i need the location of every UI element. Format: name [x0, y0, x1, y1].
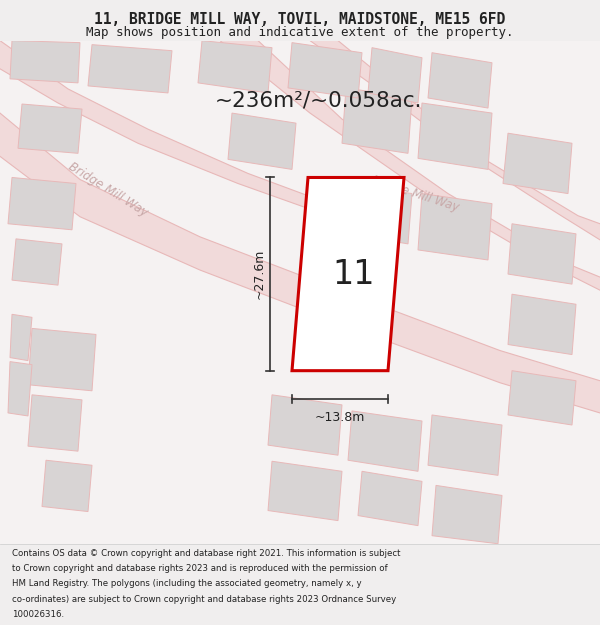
Polygon shape — [28, 328, 96, 391]
Polygon shape — [428, 52, 492, 108]
Polygon shape — [418, 103, 492, 169]
Polygon shape — [292, 177, 404, 371]
Text: ~236m²/~0.058ac.: ~236m²/~0.058ac. — [215, 91, 422, 111]
Text: to Crown copyright and database rights 2023 and is reproduced with the permissio: to Crown copyright and database rights 2… — [12, 564, 388, 574]
Polygon shape — [310, 41, 600, 240]
Polygon shape — [8, 362, 32, 416]
Polygon shape — [220, 41, 600, 290]
Polygon shape — [432, 486, 502, 544]
Polygon shape — [0, 113, 600, 413]
Text: 11: 11 — [333, 258, 375, 291]
Polygon shape — [342, 88, 412, 153]
Polygon shape — [28, 395, 82, 451]
Polygon shape — [348, 184, 412, 244]
Polygon shape — [10, 314, 32, 361]
Polygon shape — [42, 460, 92, 511]
Text: Map shows position and indicative extent of the property.: Map shows position and indicative extent… — [86, 26, 514, 39]
Polygon shape — [508, 294, 576, 354]
Polygon shape — [348, 411, 422, 471]
Polygon shape — [0, 41, 378, 230]
Polygon shape — [268, 395, 342, 455]
Polygon shape — [198, 41, 272, 93]
Polygon shape — [88, 44, 172, 93]
Polygon shape — [18, 104, 82, 153]
Polygon shape — [503, 133, 572, 194]
Text: Bridge Mill Way: Bridge Mill Way — [66, 160, 150, 219]
Text: ~27.6m: ~27.6m — [253, 249, 266, 299]
Text: 11, BRIDGE MILL WAY, TOVIL, MAIDSTONE, ME15 6FD: 11, BRIDGE MILL WAY, TOVIL, MAIDSTONE, M… — [94, 12, 506, 28]
Polygon shape — [508, 224, 576, 284]
Polygon shape — [418, 194, 492, 260]
Polygon shape — [8, 177, 76, 230]
Polygon shape — [10, 41, 80, 83]
Text: HM Land Registry. The polygons (including the associated geometry, namely x, y: HM Land Registry. The polygons (includin… — [12, 579, 362, 589]
Polygon shape — [12, 239, 62, 285]
Text: 100026316.: 100026316. — [12, 609, 64, 619]
Text: ~13.8m: ~13.8m — [315, 411, 365, 424]
Text: Bridge Mill Way: Bridge Mill Way — [370, 173, 460, 214]
Text: Contains OS data © Crown copyright and database right 2021. This information is : Contains OS data © Crown copyright and d… — [12, 549, 401, 559]
Text: co-ordinates) are subject to Crown copyright and database rights 2023 Ordnance S: co-ordinates) are subject to Crown copyr… — [12, 594, 396, 604]
Polygon shape — [358, 471, 422, 526]
Polygon shape — [228, 113, 296, 169]
Polygon shape — [368, 48, 422, 103]
Polygon shape — [428, 415, 502, 476]
Polygon shape — [288, 42, 362, 98]
Polygon shape — [508, 371, 576, 425]
Polygon shape — [268, 461, 342, 521]
